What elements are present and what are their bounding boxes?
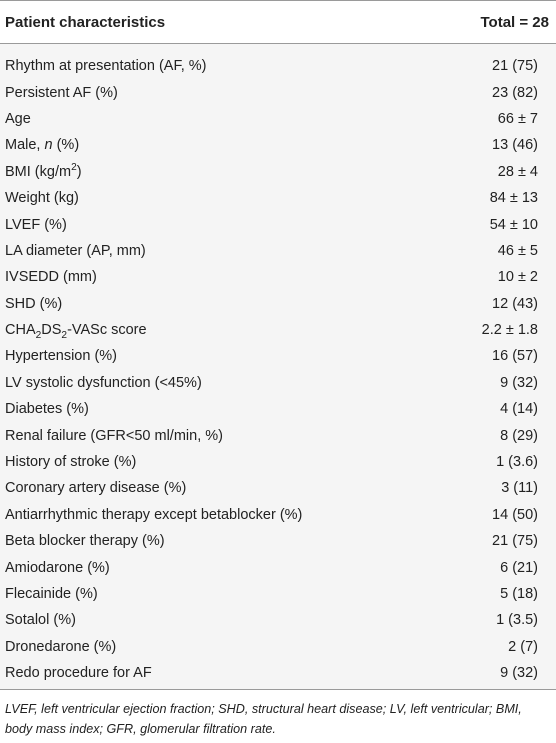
table-footnote: LVEF, left ventricular ejection fraction… [0,690,556,739]
label-text: Male, [5,137,45,153]
row-value: 14 (50) [398,507,556,523]
table-row: SHD (%) 12 (43) [0,291,556,317]
table-row: Antiarrhythmic therapy except betablocke… [0,502,556,528]
row-value: 54 ± 10 [398,217,556,233]
table-body: Rhythm at presentation (AF, %) 21 (75) P… [0,44,556,689]
table-row: IVSEDD (mm) 10 ± 2 [0,264,556,290]
row-label: Redo procedure for AF [0,665,398,681]
table-row: Sotalol (%) 1 (3.5) [0,607,556,633]
row-label: Diabetes (%) [0,401,398,417]
row-value: 66 ± 7 [398,111,556,127]
row-label: Renal failure (GFR<50 ml/min, %) [0,428,398,444]
row-value: 46 ± 5 [398,243,556,259]
row-value: 9 (32) [398,665,556,681]
row-value: 12 (43) [398,296,556,312]
row-label: Dronedarone (%) [0,639,398,655]
table-row: LA diameter (AP, mm) 46 ± 5 [0,238,556,264]
table-row: Weight (kg) 84 ± 13 [0,185,556,211]
row-label: Antiarrhythmic therapy except betablocke… [0,507,398,523]
table-row: LVEF (%) 54 ± 10 [0,211,556,237]
table-row: LV systolic dysfunction (<45%) 9 (32) [0,370,556,396]
table-row: Coronary artery disease (%) 3 (11) [0,475,556,501]
row-label: Rhythm at presentation (AF, %) [0,58,398,74]
row-value: 13 (46) [398,137,556,153]
row-value: 2 (7) [398,639,556,655]
row-label: Hypertension (%) [0,348,398,364]
label-text: DS [41,322,61,338]
table-row: CHA2DS2-VASc score 2.2 ± 1.8 [0,317,556,343]
table-header-row: Patient characteristics Total = 28 [0,1,556,43]
header-total: Total = 28 [481,14,556,31]
row-value: 8 (29) [398,428,556,444]
row-label: Beta blocker therapy (%) [0,533,398,549]
header-characteristic: Patient characteristics [0,14,481,31]
row-value: 5 (18) [398,586,556,602]
table-row: Age 66 ± 7 [0,106,556,132]
row-value: 21 (75) [398,58,556,74]
row-value: 21 (75) [398,533,556,549]
table-row: Diabetes (%) 4 (14) [0,396,556,422]
table-row: Flecainide (%) 5 (18) [0,581,556,607]
table-row: Beta blocker therapy (%) 21 (75) [0,528,556,554]
row-value: 10 ± 2 [398,269,556,285]
row-value: 16 (57) [398,348,556,364]
row-label: History of stroke (%) [0,454,398,470]
table-row: Male, n (%) 13 (46) [0,132,556,158]
row-label: IVSEDD (mm) [0,269,398,285]
row-label: BMI (kg/m2) [0,164,398,180]
table-row: Renal failure (GFR<50 ml/min, %) 8 (29) [0,422,556,448]
row-label: CHA2DS2-VASc score [0,322,398,338]
row-value: 2.2 ± 1.8 [398,322,556,338]
table-row: Persistent AF (%) 23 (82) [0,79,556,105]
table-row: Dronedarone (%) 2 (7) [0,634,556,660]
row-label: LV systolic dysfunction (<45%) [0,375,398,391]
label-text: (%) [53,137,80,153]
row-label: Flecainide (%) [0,586,398,602]
table-row: Hypertension (%) 16 (57) [0,343,556,369]
row-label: Sotalol (%) [0,612,398,628]
row-value: 1 (3.5) [398,612,556,628]
label-italic: n [45,137,53,153]
table-row: BMI (kg/m2) 28 ± 4 [0,159,556,185]
label-text: -VASc score [67,322,147,338]
row-value: 4 (14) [398,401,556,417]
label-text: ) [77,164,82,180]
row-value: 1 (3.6) [398,454,556,470]
table-row: History of stroke (%) 1 (3.6) [0,449,556,475]
row-value: 84 ± 13 [398,190,556,206]
row-label: Weight (kg) [0,190,398,206]
row-label: Persistent AF (%) [0,85,398,101]
row-label: Age [0,111,398,127]
row-value: 28 ± 4 [398,164,556,180]
row-label: Male, n (%) [0,137,398,153]
row-label: SHD (%) [0,296,398,312]
row-value: 6 (21) [398,560,556,576]
row-value: 9 (32) [398,375,556,391]
row-value: 3 (11) [398,480,556,496]
row-label: LA diameter (AP, mm) [0,243,398,259]
row-value: 23 (82) [398,85,556,101]
table-row: Amiodarone (%) 6 (21) [0,554,556,580]
row-label: LVEF (%) [0,217,398,233]
table-row: Redo procedure for AF 9 (32) [0,660,556,686]
row-label: Coronary artery disease (%) [0,480,398,496]
table-row: Rhythm at presentation (AF, %) 21 (75) [0,53,556,79]
label-text: CHA [5,322,36,338]
row-label: Amiodarone (%) [0,560,398,576]
label-text: BMI (kg/m [5,164,71,180]
